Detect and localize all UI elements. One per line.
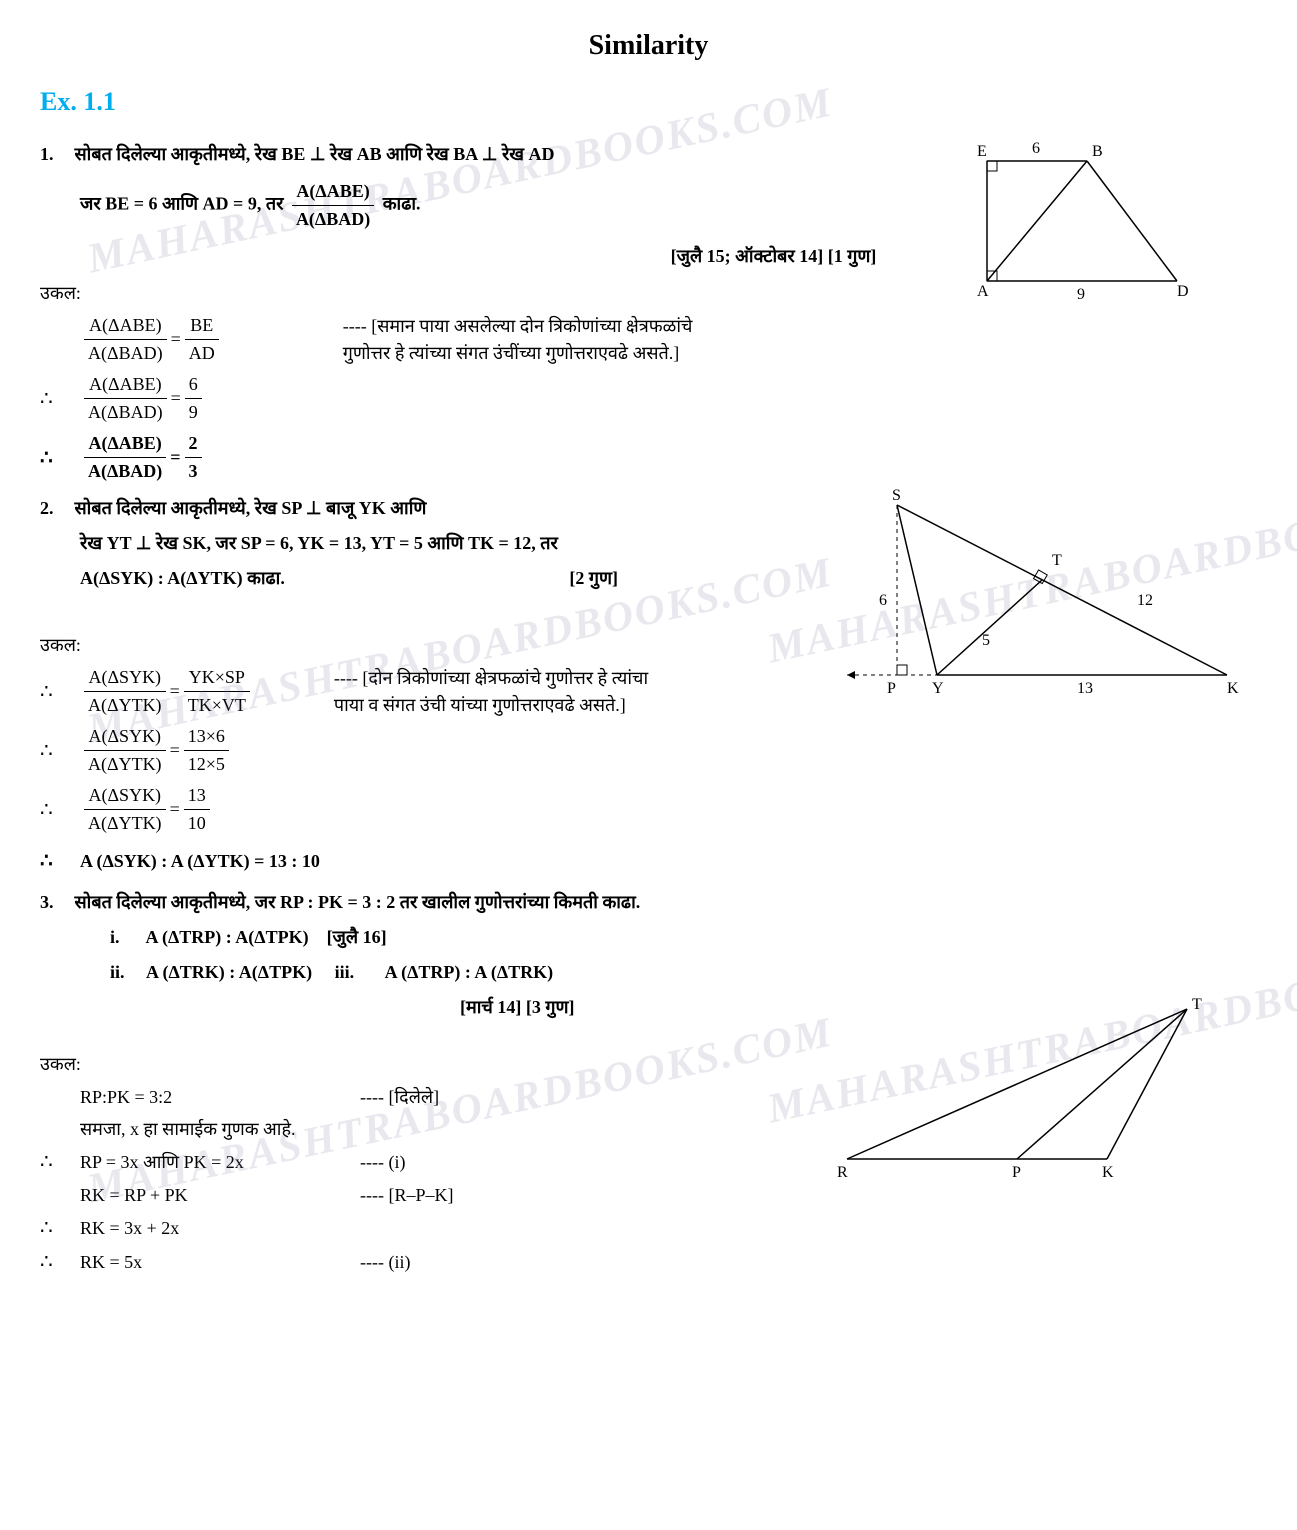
- svg-text:K: K: [1227, 680, 1239, 697]
- q3-s3: RP = 3x आणि PK = 2x: [80, 1149, 360, 1176]
- q1-s3-rhs-num: 2: [185, 430, 202, 458]
- svg-text:9: 9: [1077, 286, 1085, 303]
- q1-s2-rhs-den: 9: [185, 399, 202, 426]
- q3-number: 3.: [40, 889, 70, 916]
- q2-s1-lhs-num: A(ΔSYK): [84, 664, 166, 692]
- q3-s1-reason: ---- [दिलेले]: [360, 1084, 439, 1111]
- q1-frac-num: A(ΔABE): [292, 178, 374, 206]
- svg-text:T: T: [1052, 552, 1062, 569]
- q1-s1-reason2: गुणोत्तर हे त्यांच्या संगत उंचींच्या गुण…: [343, 343, 680, 363]
- exercise-title: Ex. 1.1: [40, 82, 1257, 121]
- q1-frac-den: A(ΔBAD): [292, 206, 374, 233]
- q1-s2-lhs-den: A(ΔBAD): [84, 399, 167, 426]
- q1-s1-rhs-den: AD: [185, 340, 219, 367]
- svg-text:K: K: [1102, 1164, 1114, 1181]
- q2-s4: A (ΔSYK) : A (ΔYTK) = 13 : 10: [80, 848, 320, 875]
- q2-s3-lhs-num: A(ΔSYK): [84, 782, 166, 810]
- q3-s3-reason: ---- (i): [360, 1149, 405, 1176]
- q2-s2-rhs-num: 13×6: [184, 723, 229, 751]
- q3-ii: ii. A (ΔTRK) : A(ΔTPK) iii. A (ΔTRP) : A…: [110, 959, 1257, 986]
- svg-text:6: 6: [1032, 140, 1040, 157]
- q2-s1-lhs-den: A(ΔYTK): [84, 692, 166, 719]
- q2-s3-rhs-num: 13: [184, 782, 210, 810]
- svg-text:12: 12: [1137, 592, 1153, 609]
- q2-number: 2.: [40, 495, 70, 522]
- svg-text:P: P: [887, 680, 896, 697]
- figure-2: S T P Y K 6 12 5 13: [837, 485, 1257, 715]
- q2-s2-rhs-den: 12×5: [184, 751, 229, 778]
- q3-s4-reason: ---- [R–P–K]: [360, 1182, 453, 1209]
- q1-s1-lhs-den: A(ΔBAD): [84, 340, 167, 367]
- question-3: T R P K 3. सोबत दिलेल्या आकृतीमध्ये, जर …: [40, 889, 1257, 1021]
- q2-s1-reason1: ---- [दोन त्रिकोणांच्या क्षेत्रफळांचे गु…: [334, 668, 648, 688]
- q3-s1: RP:PK = 3:2: [80, 1084, 360, 1111]
- q1-text-line1: सोबत दिलेल्या आकृतीमध्ये, रेख BE ⊥ रेख A…: [75, 141, 855, 168]
- svg-text:Y: Y: [932, 680, 944, 697]
- q1-text-line2b: काढा.: [383, 194, 421, 214]
- svg-text:E: E: [977, 143, 987, 160]
- q2-s3-lhs-den: A(ΔYTK): [84, 810, 166, 837]
- figure-1: E B A D 6 9: [957, 131, 1217, 331]
- svg-text:5: 5: [982, 632, 990, 649]
- q3-s4: RK = RP + PK: [80, 1182, 360, 1209]
- q1-s2-rhs-num: 6: [185, 371, 202, 399]
- svg-text:A: A: [977, 283, 989, 300]
- figure-3: T R P K: [837, 989, 1217, 1189]
- q3-s5: RK = 3x + 2x: [80, 1215, 179, 1242]
- q2-s1-rhs-den: TK×VT: [184, 692, 250, 719]
- question-2: S T P Y K 6 12 5 13 2. सोबत दिलेल्या आकृ…: [40, 495, 1257, 592]
- q2-s1-rhs-num: YK×SP: [184, 664, 250, 692]
- q1-s1-rhs-num: BE: [185, 312, 219, 340]
- q2-s3-rhs-den: 10: [184, 810, 210, 837]
- svg-text:P: P: [1012, 1164, 1021, 1181]
- q3-s2: समजा, x हा सामाईक गुणक आहे.: [80, 1116, 296, 1143]
- svg-text:B: B: [1092, 143, 1103, 160]
- q1-s3-rhs-den: 3: [185, 458, 202, 485]
- q2-text-line1: सोबत दिलेल्या आकृतीमध्ये, रेख SP ⊥ बाजू …: [75, 495, 855, 522]
- q1-s2-lhs-num: A(ΔABE): [84, 371, 167, 399]
- svg-text:13: 13: [1077, 680, 1093, 697]
- q2-s1-reason2: पाया व संगत उंची यांच्या गुणोत्तराएवढे अ…: [334, 695, 626, 715]
- svg-text:R: R: [837, 1164, 848, 1181]
- q1-s3-lhs-num: A(ΔABE): [84, 430, 166, 458]
- q3-s6: RK = 5x: [80, 1249, 360, 1276]
- page-title: Similarity: [40, 25, 1257, 67]
- q1-text-line2a: जर BE = 6 आणि AD = 9, तर: [80, 194, 288, 214]
- q2-s2-lhs-num: A(ΔSYK): [84, 723, 166, 751]
- q1-s1-reason1: ---- [समान पाया असलेल्या दोन त्रिकोणांच्…: [343, 316, 693, 336]
- q2-text-line3: A(ΔSYK) : A(ΔYTK) काढा.: [80, 568, 285, 588]
- svg-text:D: D: [1177, 283, 1189, 300]
- q2-bracket: [2 गुण]: [569, 568, 618, 588]
- q1-number: 1.: [40, 141, 70, 168]
- svg-text:S: S: [892, 487, 901, 504]
- q3-s6-reason: ---- (ii): [360, 1249, 410, 1276]
- q1-s1-lhs-num: A(ΔABE): [84, 312, 167, 340]
- svg-text:6: 6: [879, 592, 887, 609]
- svg-text:T: T: [1192, 996, 1202, 1013]
- q3-i: i. A (ΔTRP) : A(ΔTPK) [जुलै 16]: [110, 924, 1257, 951]
- q1-s3-lhs-den: A(ΔBAD): [84, 458, 166, 485]
- q2-s2-lhs-den: A(ΔYTK): [84, 751, 166, 778]
- question-1: E B A D 6 9 1. सोबत दिलेल्या आकृतीमध्ये,…: [40, 141, 1257, 270]
- q3-text-line1: सोबत दिलेल्या आकृतीमध्ये, जर RP : PK = 3…: [75, 889, 855, 916]
